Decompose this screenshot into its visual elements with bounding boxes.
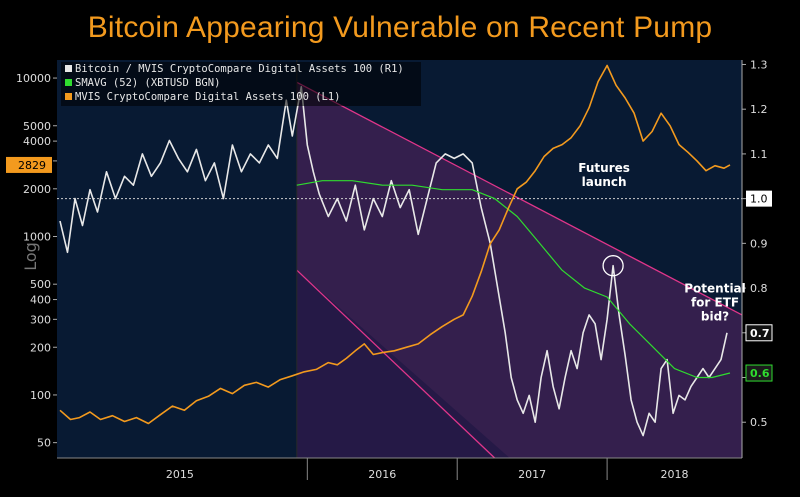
legend-label: Bitcoin / MVIS CryptoCompare Digital Ass… xyxy=(75,63,404,75)
channel-band xyxy=(296,82,742,458)
left-tick-label: 500 xyxy=(30,278,51,291)
left-axis-label: Log xyxy=(21,242,40,271)
series-line-0 xyxy=(59,86,728,437)
left-tick-label: 4000 xyxy=(23,135,51,148)
x-tick-label: 2016 xyxy=(368,468,396,481)
left-tick-label: 10000 xyxy=(16,72,51,85)
channel-lower-line xyxy=(296,269,496,459)
reference-value-box xyxy=(746,190,772,207)
legend-box xyxy=(61,62,421,106)
end-label-box xyxy=(745,324,773,342)
series-line-2 xyxy=(59,64,731,425)
legend-label: SMAVG (52) (XBTUSD BGN) xyxy=(75,77,220,89)
end-label-box xyxy=(745,364,773,382)
right-tick-label: 0.5 xyxy=(750,416,768,429)
left-tick-label: 200 xyxy=(30,341,51,354)
end-label: 0.6 xyxy=(750,367,770,380)
right-tick-label: 0.9 xyxy=(750,237,768,250)
end-label: 0.7 xyxy=(750,327,770,340)
left-tick-label: 5000 xyxy=(23,120,51,133)
left-current-value: 2829 xyxy=(18,159,46,172)
chart-title: Bitcoin Appearing Vulnerable on Recent P… xyxy=(87,11,713,44)
legend-swatch xyxy=(65,65,72,72)
annotation-text: for ETF xyxy=(691,296,739,310)
left-tick-label: 1000 xyxy=(23,231,51,244)
futures-circle xyxy=(602,255,624,277)
annotation-text: Potential xyxy=(684,282,746,296)
left-tick-label: 300 xyxy=(30,313,51,326)
legend-label: MVIS CryptoCompare Digital Assets 100 (L… xyxy=(75,91,341,103)
left-tick-label: 100 xyxy=(30,389,51,402)
left-tick-label: 50 xyxy=(37,437,51,450)
annotation-text: launch xyxy=(582,175,627,189)
annotation-text: Futures xyxy=(578,161,630,175)
x-tick-label: 2017 xyxy=(518,468,546,481)
right-tick-label: 1.2 xyxy=(750,103,768,116)
reference-value-label: 1.0 xyxy=(750,193,768,206)
right-tick-label: 0.8 xyxy=(750,282,768,295)
legend-swatch xyxy=(65,93,72,100)
x-tick-label: 2018 xyxy=(661,468,689,481)
channel-upper-line xyxy=(296,81,743,316)
left-current-value-box xyxy=(6,156,52,173)
legend-swatch xyxy=(65,79,72,86)
x-tick-label: 2015 xyxy=(166,468,194,481)
left-tick-label: 2000 xyxy=(23,183,51,196)
right-tick-label: 1.1 xyxy=(750,148,768,161)
series-line-1 xyxy=(296,180,731,379)
right-tick-label: 1.3 xyxy=(750,58,768,71)
annotation-text: bid? xyxy=(701,310,729,324)
left-tick-label: 400 xyxy=(30,294,51,307)
